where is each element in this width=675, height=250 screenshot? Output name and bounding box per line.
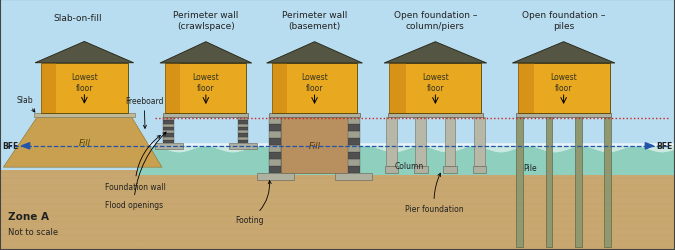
- Bar: [238, 118, 248, 121]
- Bar: [389, 64, 406, 114]
- Bar: [238, 127, 248, 130]
- Bar: [163, 121, 174, 124]
- Bar: [272, 64, 357, 114]
- Polygon shape: [645, 143, 653, 150]
- Text: Freeboard: Freeboard: [125, 97, 163, 129]
- Bar: [155, 144, 183, 149]
- Bar: [575, 118, 582, 248]
- Text: Slab-on-fill: Slab-on-fill: [53, 14, 102, 23]
- Bar: [40, 64, 128, 114]
- Bar: [163, 118, 174, 121]
- Bar: [163, 114, 248, 117]
- Polygon shape: [3, 118, 162, 168]
- Polygon shape: [0, 170, 675, 250]
- Bar: [269, 132, 281, 138]
- Bar: [415, 118, 426, 167]
- Polygon shape: [267, 42, 362, 64]
- Bar: [348, 146, 360, 153]
- Text: Zone A: Zone A: [8, 211, 49, 221]
- Bar: [257, 174, 294, 181]
- Polygon shape: [384, 42, 487, 64]
- Bar: [414, 167, 427, 174]
- Text: Open foundation –
piles: Open foundation – piles: [522, 11, 605, 30]
- Text: Lowest
floor: Lowest floor: [71, 73, 98, 92]
- Bar: [163, 140, 174, 144]
- Bar: [518, 64, 534, 114]
- Bar: [518, 64, 610, 114]
- Bar: [34, 114, 135, 117]
- Bar: [445, 118, 456, 167]
- Text: Perimeter wall
(basement): Perimeter wall (basement): [282, 11, 347, 30]
- Bar: [163, 137, 174, 140]
- Bar: [348, 118, 360, 124]
- Bar: [516, 118, 523, 248]
- Bar: [229, 144, 257, 149]
- Text: Pile: Pile: [523, 164, 537, 173]
- Bar: [238, 134, 248, 137]
- Bar: [163, 130, 174, 134]
- Bar: [269, 167, 281, 174]
- Text: Pier foundation: Pier foundation: [405, 174, 464, 213]
- Text: Foundation wall: Foundation wall: [105, 136, 165, 191]
- Text: Flood openings: Flood openings: [105, 132, 166, 210]
- Bar: [348, 160, 360, 167]
- Bar: [545, 118, 552, 248]
- Bar: [238, 130, 248, 134]
- Bar: [385, 167, 398, 174]
- Bar: [348, 167, 360, 174]
- Bar: [238, 140, 248, 144]
- Text: Lowest
floor: Lowest floor: [192, 73, 219, 92]
- Text: Lowest
floor: Lowest floor: [301, 73, 328, 92]
- Bar: [165, 64, 246, 114]
- Text: BFE: BFE: [656, 142, 672, 151]
- Polygon shape: [22, 143, 30, 150]
- Text: Perimeter wall
(crawlspace): Perimeter wall (crawlspace): [173, 11, 238, 30]
- Text: Footing: Footing: [235, 181, 271, 224]
- Bar: [269, 124, 281, 132]
- Bar: [348, 138, 360, 145]
- Bar: [348, 153, 360, 160]
- Bar: [516, 114, 611, 117]
- Bar: [348, 124, 360, 132]
- Bar: [443, 167, 457, 174]
- Text: Not to scale: Not to scale: [8, 227, 58, 236]
- Bar: [472, 167, 486, 174]
- Polygon shape: [35, 42, 134, 64]
- Bar: [386, 118, 397, 167]
- Bar: [138, 146, 675, 175]
- Text: Lowest
floor: Lowest floor: [422, 73, 449, 92]
- Bar: [348, 132, 360, 138]
- Text: Column: Column: [395, 161, 424, 170]
- Bar: [163, 134, 174, 137]
- Polygon shape: [512, 42, 615, 64]
- Bar: [335, 174, 372, 181]
- Polygon shape: [160, 42, 252, 64]
- Bar: [163, 127, 174, 130]
- Bar: [40, 64, 56, 114]
- Bar: [272, 64, 287, 114]
- Bar: [238, 121, 248, 124]
- Bar: [269, 153, 281, 160]
- Text: BFE: BFE: [2, 142, 18, 151]
- Bar: [269, 118, 281, 124]
- Bar: [238, 137, 248, 140]
- Bar: [604, 118, 611, 248]
- Bar: [163, 124, 174, 127]
- Text: Slab: Slab: [17, 96, 35, 112]
- Bar: [269, 138, 281, 145]
- Text: Fill: Fill: [78, 138, 90, 147]
- Text: Open foundation –
column/piers: Open foundation – column/piers: [394, 11, 477, 30]
- Bar: [474, 118, 485, 167]
- Bar: [269, 146, 281, 153]
- Bar: [269, 114, 360, 117]
- Bar: [388, 114, 483, 117]
- Bar: [269, 160, 281, 167]
- Bar: [165, 64, 180, 114]
- Bar: [238, 124, 248, 127]
- Bar: [281, 118, 348, 174]
- Text: Lowest
floor: Lowest floor: [550, 73, 577, 92]
- Bar: [389, 64, 481, 114]
- Text: Fill: Fill: [308, 141, 321, 150]
